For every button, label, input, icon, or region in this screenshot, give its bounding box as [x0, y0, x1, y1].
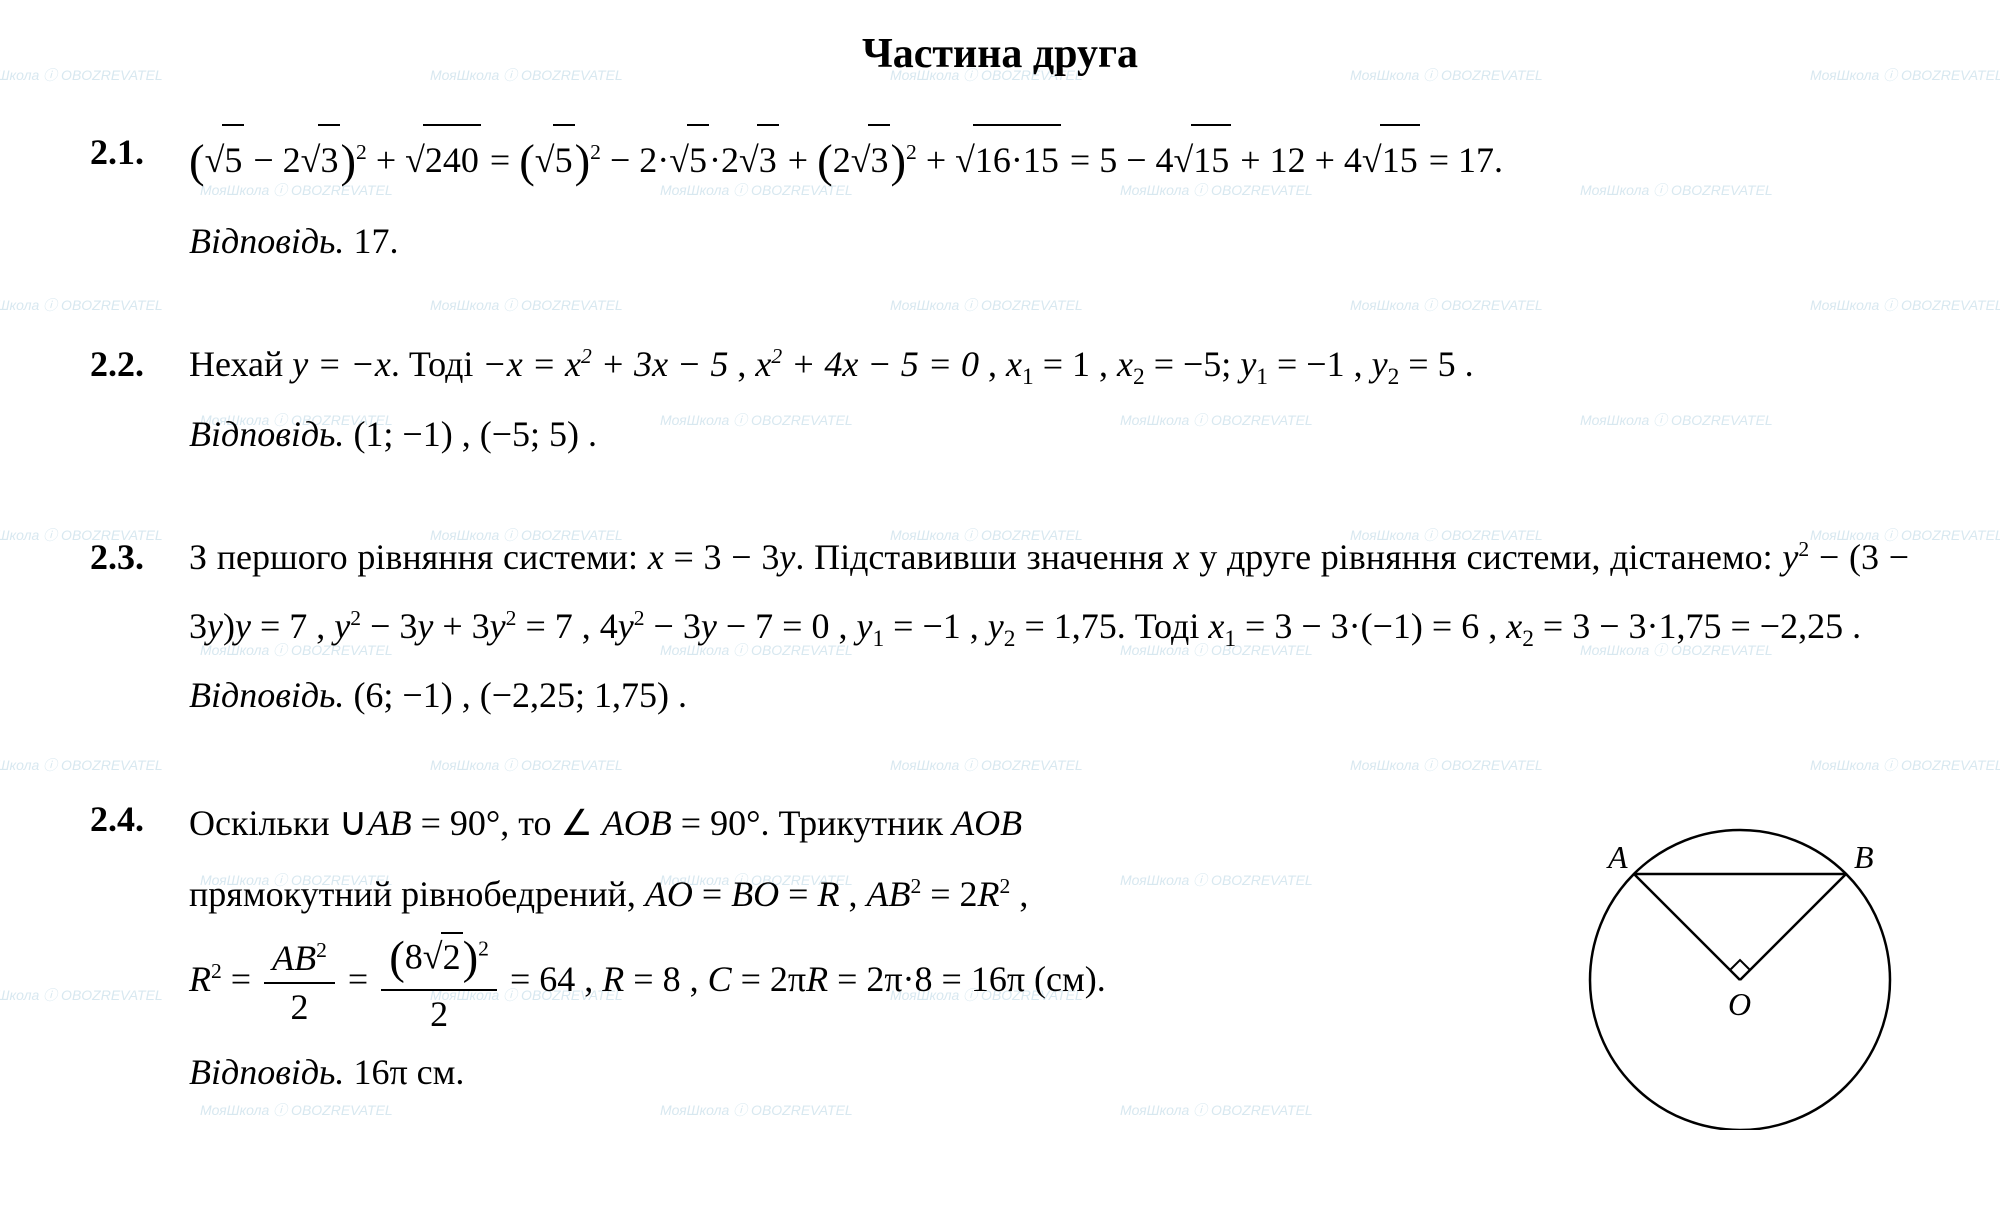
problem-body: З першого рівняння системи: x = 3 − 3y. … — [189, 523, 1909, 729]
equation: y1 = −1 — [856, 606, 960, 646]
problem-body: Нехай y = −x. Тоді −x = x2 + 3x − 5 , x2… — [189, 330, 1909, 468]
equation: −x = x2 + 3x − 5 — [482, 344, 728, 384]
answer-label: Відповідь. — [189, 675, 344, 715]
equation: x2 + 4x − 5 = 0 — [755, 344, 979, 384]
problem-23: 2.3. З першого рівняння системи: x = 3 −… — [90, 523, 1910, 729]
problem-num: 2.4. — [90, 785, 180, 853]
equation: AB2 = 2R2 — [866, 874, 1010, 914]
problem-num: 2.2. — [90, 330, 180, 398]
text: Оскільки — [189, 803, 330, 843]
equation: y2 = 1,75 — [988, 606, 1117, 646]
page-title: Частина друга — [90, 30, 1910, 78]
equation: x2 = −5 — [1117, 344, 1221, 384]
answer-value: (1; −1) , (−5; 5) . — [353, 414, 597, 454]
equation: R = 8 — [602, 959, 680, 999]
equation: y2 − 3y + 3y2 = 7 — [334, 606, 572, 646]
triangle-name: AOB — [952, 803, 1022, 843]
text: . Тоді — [1117, 606, 1200, 646]
text: у друге рівняння системи, дістанемо: — [1199, 537, 1772, 577]
var: x — [1173, 537, 1189, 577]
equation: x2 = 3 − 3·1,75 = −2,25 — [1506, 606, 1843, 646]
content: Частина друга 2.1. (√5 − 2√3)2 + √240 = … — [90, 30, 1910, 1106]
equation: x1 = 1 — [1006, 344, 1090, 384]
text: . Тоді — [391, 344, 474, 384]
problem-body: (√5 − 2√3)2 + √240 = (√5)2 − 2·√5·2√3 + … — [189, 118, 1909, 275]
text: прямокутний рівнобедрений, — [189, 874, 636, 914]
answer-label: Відповідь. — [189, 414, 344, 454]
text: З першого рівняння системи: — [189, 537, 638, 577]
equation: x1 = 3 − 3·(−1) = 6 — [1208, 606, 1479, 646]
answer-value: (6; −1) , (−2,25; 1,75) . — [353, 675, 687, 715]
answer-label: Відповідь. — [189, 221, 344, 261]
equation: R2 = AB22 = (8√2)22 = 64 — [189, 959, 584, 999]
text: . Підставивши значення — [795, 537, 1163, 577]
text: Нехай — [189, 344, 283, 384]
unit: (см) — [1034, 959, 1097, 999]
equation: y1 = −1 — [1240, 344, 1344, 384]
equation: 4y2 − 3y − 7 = 0 — [600, 606, 830, 646]
equation: y = −x — [292, 344, 391, 384]
equation: C = 2πR = 2π·8 = 16π — [708, 959, 1025, 999]
equation: ∪AB = 90° — [339, 803, 501, 843]
equation: ∠ AOB = 90° — [561, 803, 761, 843]
problem-num: 2.1. — [90, 118, 180, 186]
text: . Трикутник — [761, 803, 944, 843]
problem-24: 2.4. Оскільки ∪AB = 90°, то ∠ AOB = 90°.… — [90, 785, 1910, 1107]
equation: AO = BO = R — [645, 874, 840, 914]
math-expression: (√5 − 2√3)2 + √240 = (√5)2 − 2·√5·2√3 + … — [189, 140, 1503, 180]
problem-num: 2.3. — [90, 523, 180, 591]
answer-label: Відповідь. — [189, 1052, 344, 1092]
answer-value: 17. — [353, 221, 398, 261]
answer-value: 16π см. — [353, 1052, 464, 1092]
equation: y2 = 5 — [1372, 344, 1456, 384]
equation: x = 3 − 3y — [648, 537, 796, 577]
problem-21: 2.1. (√5 − 2√3)2 + √240 = (√5)2 − 2·√5·2… — [90, 118, 1910, 275]
problem-body: Оскільки ∪AB = 90°, то ∠ AOB = 90°. Трик… — [189, 785, 1549, 1107]
text: , то — [500, 803, 551, 843]
problem-22: 2.2. Нехай y = −x. Тоді −x = x2 + 3x − 5… — [90, 330, 1910, 468]
